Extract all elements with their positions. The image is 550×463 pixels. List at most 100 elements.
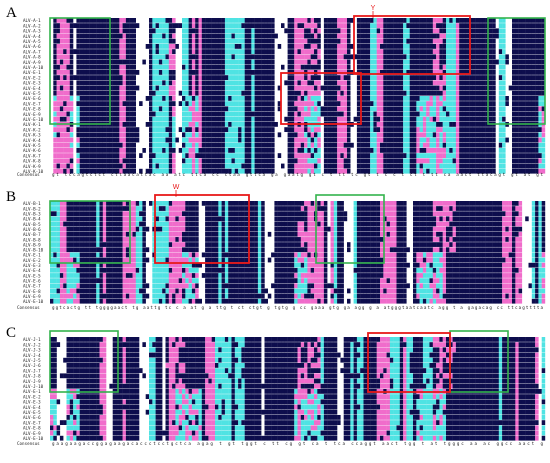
alignment-cell	[234, 216, 239, 222]
alignment-cell	[281, 23, 285, 28]
alignment-cell	[307, 206, 311, 211]
alignment-cell	[515, 80, 519, 86]
alignment-cell	[446, 216, 450, 222]
alignment-cell	[129, 206, 133, 211]
alignment-cell	[264, 101, 268, 106]
sequence-name: ALV-E-10	[23, 117, 44, 122]
alignment-cell	[479, 153, 483, 158]
alignment-cell	[323, 44, 328, 49]
alignment-cell	[363, 122, 367, 127]
alignment-cell	[119, 18, 123, 23]
alignment-cell	[231, 137, 235, 143]
alignment-cell	[419, 96, 424, 101]
alignment-cell	[165, 80, 169, 86]
alignment-cell	[465, 101, 470, 106]
alignment-cell	[380, 80, 384, 86]
alignment-cell	[393, 142, 397, 148]
alignment-cell	[366, 168, 371, 174]
alignment-cell	[79, 96, 84, 101]
alignment-cell	[469, 206, 473, 211]
alignment-cell	[211, 158, 216, 164]
alignment-cell	[343, 96, 348, 101]
alignment-cell	[419, 23, 424, 28]
alignment-cell	[56, 142, 61, 148]
alignment-cell	[300, 28, 305, 34]
alignment-cell	[59, 18, 64, 23]
alignment-cell	[432, 64, 437, 70]
alignment-cell	[373, 49, 377, 54]
alignment-cell	[231, 158, 235, 164]
alignment-cell	[106, 221, 110, 227]
alignment-cell	[205, 226, 209, 232]
alignment-cell	[224, 163, 229, 169]
alignment-cell	[96, 101, 100, 106]
alignment-cell	[492, 116, 496, 122]
alignment-cell	[76, 96, 80, 101]
alignment-cell	[231, 153, 235, 158]
alignment-cell	[307, 75, 311, 80]
alignment-cell	[165, 106, 169, 112]
alignment-cell	[360, 64, 364, 70]
alignment-cell	[446, 59, 450, 65]
alignment-cell	[416, 85, 420, 91]
alignment-cell	[515, 201, 519, 206]
alignment-cell	[198, 70, 202, 75]
alignment-cell	[389, 33, 394, 39]
alignment-cell	[307, 59, 311, 65]
alignment-cell	[436, 116, 440, 122]
alignment-cell	[469, 90, 473, 96]
alignment-cell	[205, 101, 209, 106]
alignment-cell	[502, 101, 506, 106]
alignment-cell	[267, 38, 272, 44]
alignment-cell	[389, 96, 394, 101]
alignment-cell	[482, 211, 486, 217]
alignment-cell	[63, 54, 67, 60]
alignment-cell	[297, 59, 301, 65]
alignment-cell	[234, 168, 239, 174]
alignment-cell	[158, 59, 163, 65]
alignment-cell	[261, 106, 265, 112]
alignment-cell	[330, 158, 334, 164]
alignment-cell	[383, 111, 387, 117]
alignment-cell	[363, 153, 367, 158]
alignment-cell	[172, 142, 176, 148]
alignment-cell	[333, 106, 338, 112]
alignment-cell	[535, 111, 539, 117]
alignment-cell	[393, 70, 397, 75]
alignment-cell	[69, 23, 74, 28]
alignment-cell	[198, 23, 202, 28]
alignment-cell	[297, 216, 301, 222]
alignment-cell	[366, 54, 371, 60]
alignment-cell	[86, 116, 90, 122]
alignment-cell	[96, 111, 100, 117]
alignment-cell	[531, 111, 536, 117]
alignment-cell	[201, 127, 206, 132]
alignment-cell	[370, 221, 374, 227]
sequence-name: ALV-K-4	[23, 138, 41, 143]
alignment-cell	[99, 231, 103, 237]
alignment-cell	[221, 59, 226, 65]
alignment-cell	[254, 28, 259, 34]
alignment-cell	[244, 85, 249, 91]
alignment-cell	[502, 153, 506, 158]
alignment-cell	[323, 127, 328, 132]
alignment-cell	[347, 168, 351, 174]
alignment-cell	[294, 158, 298, 164]
alignment-cell	[79, 106, 84, 112]
alignment-cell	[498, 101, 503, 106]
alignment-cell	[449, 168, 453, 174]
alignment-cell	[422, 59, 427, 65]
alignment-cell	[228, 18, 232, 23]
alignment-cell	[307, 80, 311, 86]
alignment-cell	[63, 85, 67, 91]
alignment-cell	[208, 137, 212, 143]
alignment-cell	[452, 96, 457, 101]
alignment-cell	[106, 18, 110, 23]
sequence-name: ALV-A-8	[23, 55, 41, 60]
alignment-cell	[475, 127, 480, 132]
alignment-cell	[294, 231, 298, 237]
alignment-cell	[455, 75, 460, 80]
alignment-cell	[439, 132, 443, 138]
alignment-cell	[323, 38, 328, 44]
alignment-cell	[482, 38, 486, 44]
